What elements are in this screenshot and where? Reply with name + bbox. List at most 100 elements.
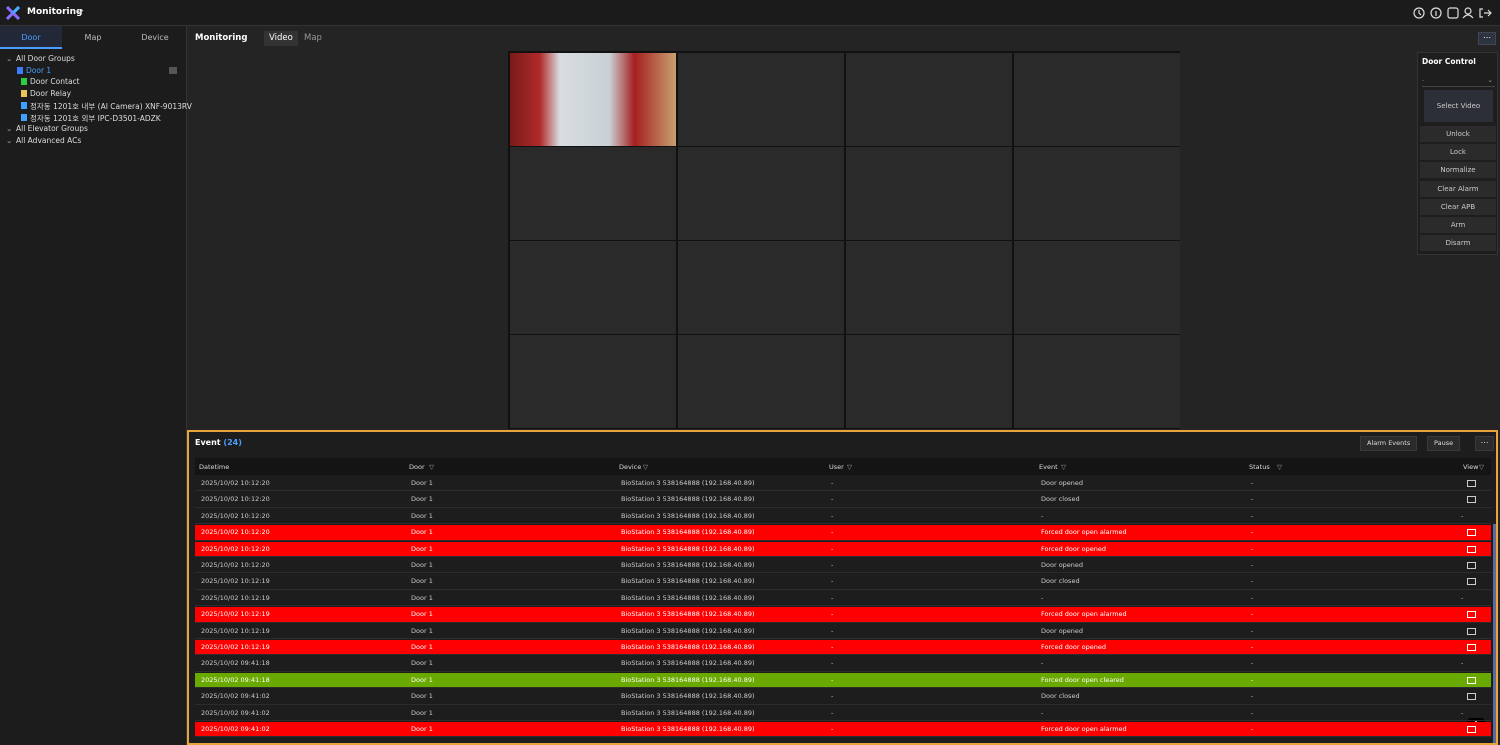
tree-item[interactable]: All Advanced ACs <box>16 135 82 145</box>
filter-icon[interactable]: ▽ <box>1061 463 1066 471</box>
video-cell[interactable] <box>1014 53 1180 146</box>
play-icon[interactable] <box>1467 578 1476 586</box>
door-action-button[interactable]: Lock <box>1420 144 1496 161</box>
event-cell: - <box>831 643 834 651</box>
event-cell: - <box>1251 561 1254 569</box>
event-button[interactable]: Alarm Events <box>1360 436 1418 451</box>
filter-icon[interactable]: ▽ <box>1479 463 1484 471</box>
event-row[interactable]: 2025/10/02 10:12:19 Door 1 BioStation 3 53… <box>195 640 1491 656</box>
event-more[interactable]: ⋯ <box>1475 436 1494 451</box>
play-icon[interactable] <box>1467 562 1476 569</box>
door-select[interactable]: - ⌄ <box>1422 73 1495 87</box>
tree-item[interactable]: Door Contact <box>30 77 80 87</box>
play-icon[interactable] <box>1467 545 1476 553</box>
video-cell[interactable] <box>510 147 676 240</box>
video-cell[interactable] <box>1014 335 1180 428</box>
tree-toggle[interactable]: ⌄ <box>6 124 13 134</box>
top-bar: Monitoring <box>0 0 1500 26</box>
event-cell: BioStation 3 538164888 (192.168.40.89) <box>621 708 755 717</box>
event-row[interactable]: 2025/10/02 10:12:20 Door 1 BioStation 3 53… <box>195 525 1491 541</box>
tree-item[interactable]: 정자동 1201호 내부 (AI Camera) XNF-9013RV <box>30 101 192 111</box>
event-row[interactable]: 2025/10/02 10:12:20 Door 1 BioStation 3 53… <box>195 476 1491 492</box>
scrollbar[interactable] <box>1493 524 1496 743</box>
filter-icon[interactable]: ▽ <box>847 463 852 471</box>
play-icon[interactable] <box>1467 726 1476 733</box>
event-row[interactable]: 2025/10/02 09:41:02 Door 1 BioStation 3 53… <box>195 689 1491 705</box>
event-row[interactable]: 2025/10/02 09:41:18 Door 1 BioStation 3 53… <box>195 656 1491 672</box>
event-row[interactable]: 2025/10/02 10:12:20 Door 1 BioStation 3 53… <box>195 492 1491 508</box>
event-row[interactable]: 2025/10/02 10:12:20 Door 1 BioStation 3 53… <box>195 509 1491 525</box>
event-cell: - <box>1251 643 1254 651</box>
video-cell[interactable] <box>846 147 1012 240</box>
video-cell[interactable] <box>678 241 844 334</box>
door-action-button[interactable]: Clear Alarm <box>1420 180 1496 197</box>
play-icon[interactable] <box>1467 611 1476 619</box>
tree-item[interactable]: All Elevator Groups <box>16 124 88 134</box>
event-cell: Door 1 <box>411 528 433 537</box>
event-row[interactable]: 2025/10/02 09:41:02 Door 1 BioStation 3 53… <box>195 706 1491 721</box>
event-cell: BioStation 3 538164888 (192.168.40.89) <box>621 725 755 733</box>
filter-icon[interactable]: ▽ <box>429 463 434 471</box>
event-row[interactable]: 2025/10/02 10:12:19 Door 1 BioStation 3 53… <box>195 574 1491 590</box>
tree-item[interactable]: All Door Groups <box>16 54 75 63</box>
play-icon[interactable] <box>1467 693 1476 701</box>
event-row[interactable]: 2025/10/02 10:12:20 Door 1 BioStation 3 53… <box>195 541 1491 557</box>
more-button[interactable]: ⋯ <box>1478 32 1496 45</box>
play-icon[interactable] <box>1467 644 1476 651</box>
event-cell: Door 1 <box>411 511 433 520</box>
video-cell[interactable] <box>1014 241 1180 334</box>
event-cell: Door 1 <box>411 577 433 586</box>
play-icon[interactable] <box>1467 480 1476 487</box>
event-cell: BioStation 3 538164888 (192.168.40.89) <box>621 479 755 487</box>
event-cell: - <box>831 675 834 684</box>
door-action-button[interactable]: Arm <box>1420 217 1496 233</box>
video-cell[interactable] <box>510 241 676 334</box>
tree-item[interactable]: 정자동 1201호 외부 IPC-D3501-ADZK <box>30 113 161 123</box>
event-cell: - <box>831 544 834 553</box>
event-row[interactable]: 2025/10/02 10:12:19 Door 1 BioStation 3 53… <box>195 624 1491 639</box>
tree-toggle[interactable]: ⌄ <box>6 54 13 63</box>
play-icon[interactable] <box>1467 627 1476 635</box>
door-action-button[interactable]: Clear APB <box>1420 198 1496 215</box>
view-tab[interactable]: Map <box>304 33 322 43</box>
video-cell[interactable] <box>846 335 1012 428</box>
toolbar-icons[interactable] <box>1412 6 1496 20</box>
video-cell[interactable] <box>510 53 676 146</box>
video-cell[interactable] <box>1014 147 1180 240</box>
filter-icon[interactable]: ▽ <box>1277 463 1282 471</box>
event-button[interactable]: Pause <box>1427 436 1461 451</box>
event-row[interactable]: 2025/10/02 10:12:20 Door 1 BioStation 3 53… <box>195 558 1491 574</box>
view-tab[interactable]: Video <box>264 31 298 46</box>
door-action-button[interactable]: Unlock <box>1420 126 1496 142</box>
collapse-button[interactable] <box>169 66 177 74</box>
play-icon[interactable] <box>1467 496 1476 504</box>
video-cell[interactable] <box>678 147 844 240</box>
filter-icon[interactable]: ▽ <box>643 463 648 471</box>
video-cell[interactable] <box>678 53 844 146</box>
sidebar-tab[interactable]: Device <box>141 33 169 42</box>
event-row[interactable]: 2025/10/02 10:12:19 Door 1 BioStation 3 53… <box>195 607 1491 623</box>
event-row[interactable]: 2025/10/02 09:41:02 Door 1 BioStation 3 53… <box>195 722 1491 738</box>
play-icon[interactable] <box>1467 529 1476 537</box>
column-header: Status <box>1249 463 1270 471</box>
dropdown-caret[interactable] <box>76 9 84 15</box>
door-action-button[interactable]: Normalize <box>1420 162 1496 179</box>
app-title[interactable]: Monitoring <box>27 7 83 17</box>
event-row[interactable]: 2025/10/02 09:41:18 Door 1 BioStation 3 53… <box>195 672 1491 689</box>
video-cell[interactable] <box>846 241 1012 334</box>
event-cell: - <box>1251 479 1254 487</box>
play-icon[interactable] <box>1467 676 1476 684</box>
tree-item[interactable]: Door 1 <box>26 65 52 75</box>
event-row[interactable]: 2025/10/02 10:12:19 Door 1 BioStation 3 53… <box>195 591 1491 607</box>
sidebar-tab[interactable]: Door <box>0 26 62 49</box>
door-action-button[interactable]: Disarm <box>1420 235 1496 252</box>
video-cell[interactable] <box>510 335 676 428</box>
tree-item[interactable]: Door Relay <box>30 89 72 99</box>
column-header: Device <box>619 463 642 471</box>
video-cell[interactable] <box>678 335 844 428</box>
sidebar-tab[interactable]: Map <box>84 33 102 42</box>
select-video[interactable]: Select Video <box>1424 90 1493 122</box>
video-cell[interactable] <box>846 53 1012 146</box>
event-cell: - <box>831 479 834 487</box>
tree-toggle[interactable]: ⌄ <box>6 135 13 145</box>
